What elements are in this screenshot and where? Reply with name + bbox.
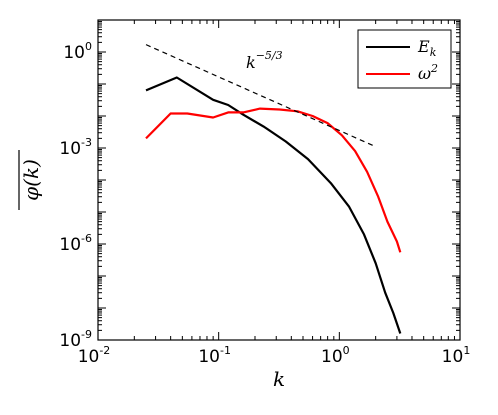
y-axis-label-group: φ(k) [18,150,43,210]
legend-label-e-k: Ek [417,37,437,59]
legend-box [357,29,452,89]
reference-slope-label: k−5/3 [246,49,283,72]
legend-label-omega-squared: ω2 [418,62,438,83]
tick-labels: 10-2 10-1 100 101 100 10-3 10-6 10-9 [59,40,470,367]
annotation-layer: k−5/3 [145,44,376,148]
y-tick-label: 10-6 [59,232,92,255]
y-axis-label: φ(k) [19,159,43,201]
x-axis-label: k [273,367,285,391]
series-layer [145,76,402,334]
x-tick-label: 100 [321,344,350,367]
y-tick-label: 100 [63,40,92,63]
tick-marks [97,20,461,341]
x-tick-label: 101 [442,344,471,367]
y-tick-label: 10-3 [59,136,92,159]
x-tick-label: 10-1 [198,344,231,367]
series-line-0 [145,76,402,334]
y-tick-label: 10-9 [59,328,92,351]
x-tick-label: 10-2 [78,344,111,367]
series-line-1 [145,107,402,253]
reference-slope-line [145,44,376,148]
legend: Ek ω2 [357,29,452,89]
